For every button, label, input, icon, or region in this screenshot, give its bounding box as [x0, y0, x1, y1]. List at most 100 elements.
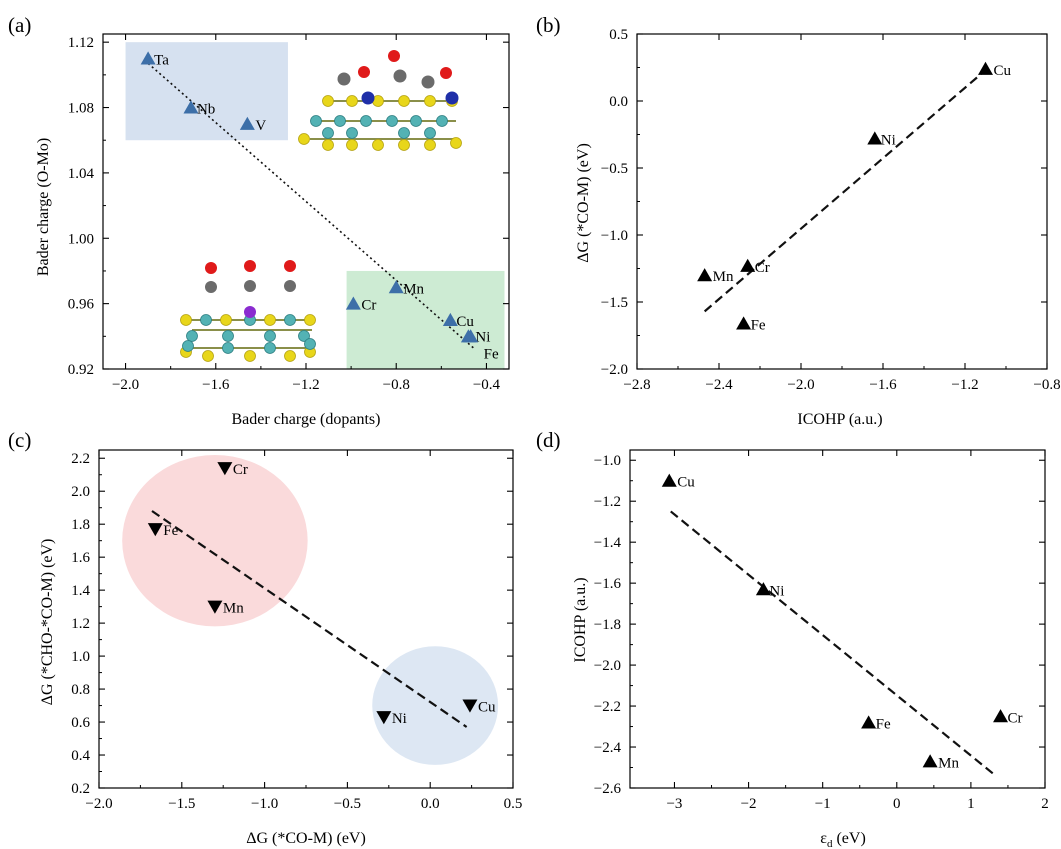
panel-c-circles: [122, 454, 499, 765]
panel-a-x-tick-label: −2.0: [112, 377, 139, 393]
panel-b-x-tick-label: −2.8: [623, 377, 650, 393]
panel-a-regions: [125, 42, 505, 369]
panel-a-structure-inset-bottom: [180, 260, 316, 362]
panel-d-x-tick-label: 2: [1041, 796, 1049, 812]
panel-a-axes: −2.0 −1.6 −1.2 −0.8 −0.4 0.92 0.96 1.00 1.04 1.08…: [68, 33, 510, 393]
panel-d-point-label-cr: Cr: [1008, 710, 1023, 726]
panel-c-x-tick-label: −2.0: [85, 796, 112, 812]
panel-d-y-tick-label: −2.2: [594, 699, 621, 715]
panel-c-point-label-fe: Fe: [163, 523, 178, 539]
panel-a-point-v: [239, 116, 255, 130]
panel-c-fit-layer: [151, 510, 468, 728]
panel-a-point-label-cu: Cu: [456, 314, 474, 330]
panel-c-point-label-mn: Mn: [223, 601, 244, 617]
panel-a-point-fe: [463, 329, 479, 343]
panel-d-fit-layer: [670, 510, 994, 775]
panel-d-point-label-cu: Cu: [677, 475, 695, 491]
panel-b-point-ni: [867, 131, 883, 145]
panel-a-y-tick-label: 1.12: [68, 35, 94, 51]
panel-b-point-cr: [740, 258, 756, 272]
panel-a-structure-inset-top: [298, 50, 462, 151]
panel-d-point-mn: [922, 754, 938, 768]
panel-d-y-tick-label: −1.2: [594, 494, 621, 510]
panel-b-y-tick-label: −0.5: [601, 161, 628, 177]
panel-a-point-ta: [140, 51, 156, 65]
panel-d-point-label-ni: Ni: [769, 583, 784, 599]
panel-d-y-tick-label: −2.4: [594, 740, 622, 756]
panel-b-y-tick-label: −1.5: [601, 295, 628, 311]
panel-c-point-ni: [376, 711, 392, 725]
panel-c-fit-line: [151, 510, 468, 728]
panel-d-plot-frame: [629, 449, 1046, 789]
panel-d-tag: (d): [536, 428, 561, 452]
panel-c-y-tick-label: 1.2: [71, 616, 90, 632]
panel-d-y-tick-label: −2.6: [594, 781, 622, 797]
panel-c-axes: −2.0 −1.5 −1.0 −0.5 0.0 0.5 0.2 0.4 0.6 0.8 1.0 1.2…: [71, 449, 522, 812]
panel-c-point-label-ni: Ni: [392, 711, 407, 727]
panel-b-y-tick-label: 0.0: [609, 94, 628, 110]
panel-c-point-cr: [217, 462, 233, 476]
panel-c-x-tick-label: 0.0: [421, 796, 440, 812]
panel-d-point-label-fe: Fe: [876, 716, 891, 732]
panel-b-x-axis-title: ICOHP (a.u.): [797, 411, 882, 428]
panel-b-point-label-ni: Ni: [881, 133, 896, 149]
panel-d-x-tick-label: 0: [893, 796, 901, 812]
panel-b-point-fe: [736, 316, 752, 330]
panel-c-point-mn: [207, 600, 223, 614]
panel-a-y-tick-label: 0.96: [68, 297, 95, 313]
panel-a-y-tick-label: 1.04: [68, 166, 95, 182]
panel-c-x-tick-label: −1.5: [168, 796, 195, 812]
panel-b-y-tick-label: −2.0: [601, 362, 628, 378]
panel-b-y-tick-label: 0.5: [609, 27, 628, 43]
panel-b-axes: −2.8 −2.4 −2.0 −1.6 −1.2 −0.8 −2.0 −1.5 −1.0 −0.5…: [601, 27, 1061, 393]
panel-a-point-label-ni: Ni: [475, 329, 490, 345]
panel-c-point-label-cu: Cu: [478, 700, 496, 716]
panel-c-y-tick-label: 1.0: [71, 649, 90, 665]
panel-c-x-axis-title: ΔG (*CO-M) (eV): [246, 830, 366, 847]
panel-a-point-label-nb: Nb: [197, 102, 215, 118]
panel-d-point-ni: [755, 582, 771, 596]
panel-b-fit-line: [703, 69, 987, 313]
panel-b-marks: Cu Ni Cr Mn Fe: [697, 61, 1012, 333]
panel-c-y-tick-label: 1.4: [71, 583, 90, 599]
panel-d-y-tick-label: −1.8: [594, 617, 621, 633]
panel-a-x-tick-label: −1.2: [292, 377, 319, 393]
panel-c-y-tick-label: 1.8: [71, 517, 90, 533]
panel-a-y-tick-label: 1.08: [68, 101, 94, 117]
panel-b-tag: (b): [536, 13, 561, 37]
panel-a-x-tick-label: −0.8: [383, 377, 410, 393]
panel-c-x-tick-label: −1.0: [251, 796, 278, 812]
panel-c-marks: Cr Fe Mn Ni Cu: [147, 462, 496, 727]
panel-d-x-axis-title: εd (eV): [820, 830, 866, 849]
panel-d-x-tick-label: −1: [815, 796, 831, 812]
panel-c-point-cu: [462, 699, 478, 713]
panel-a-point-nb: [183, 100, 199, 114]
panel-d-x-tick-label: −3: [666, 796, 682, 812]
panel-b-x-tick-label: −0.8: [1033, 377, 1060, 393]
panel-c-y-tick-label: 0.4: [71, 748, 90, 764]
panel-d-y-tick-label: −2.0: [594, 658, 621, 674]
panel-d-x-tick-label: 1: [967, 796, 975, 812]
panel-d-point-fe: [861, 715, 877, 729]
panel-d-fit-line: [670, 510, 994, 775]
panel-c-point-label-cr: Cr: [233, 462, 248, 478]
panel-a-x-tick-label: −1.6: [202, 377, 230, 393]
panel-d-y-tick-label: −1.4: [594, 535, 622, 551]
panel-a-early-dopant-region: [125, 42, 288, 141]
panel-b-point-label-cu: Cu: [994, 63, 1012, 79]
panel-c-y-tick-label: 0.2: [71, 781, 90, 797]
panel-d-y-tick-label: −1.0: [594, 453, 621, 469]
panel-a-point-cu: [442, 312, 458, 326]
panel-a-point-cr: [345, 296, 361, 310]
panel-a-point-label-ta: Ta: [154, 53, 169, 69]
panel-d-point-cu: [661, 473, 677, 487]
panel-c-chart: (c) Cr Fe Mn Ni Cu −2.0 −1.5 −1.0 −0.5 0.0 0.5 0.2…: [8, 428, 522, 847]
panel-b-x-tick-label: −2.4: [705, 377, 733, 393]
panel-d-point-cr: [993, 709, 1009, 723]
panel-d-y-axis-title: ICOHP (a.u.): [572, 577, 589, 662]
panel-d-axes: −3 −2 −1 0 1 2 −2.6 −2.4 −2.2 −2.0 −1.8 −1.6 −1.4 −1.…: [594, 449, 1049, 812]
panel-b-x-tick-label: −2.0: [787, 377, 814, 393]
